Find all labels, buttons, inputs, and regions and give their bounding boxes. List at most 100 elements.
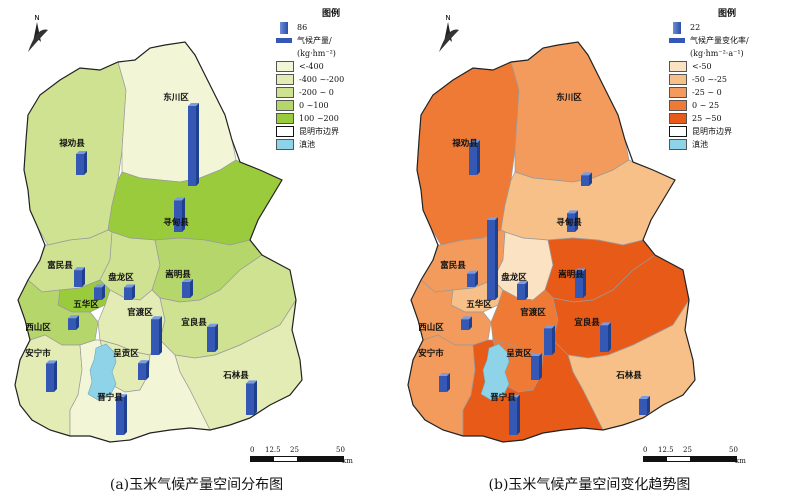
district-label: 晋宁县 xyxy=(97,392,123,403)
class-label: <-50 xyxy=(692,62,712,71)
district-label: 安宁市 xyxy=(418,348,444,359)
district-label: 寻甸县 xyxy=(163,217,189,228)
scale-tick: 12.5 xyxy=(658,446,674,454)
district-label: 西山区 xyxy=(25,322,51,333)
district-label: 禄劝县 xyxy=(58,138,85,149)
class-swatch xyxy=(669,61,687,72)
district-label: 富民县 xyxy=(47,260,73,271)
district-label: 安宁市 xyxy=(25,348,51,359)
lake-swatch xyxy=(276,139,294,150)
boundary-swatch xyxy=(276,126,294,137)
scale-tick: 25 xyxy=(290,446,299,454)
district-label: 东川区 xyxy=(163,92,189,103)
class-swatch xyxy=(276,74,294,85)
north-arrow-icon: N xyxy=(28,14,48,52)
class-swatch xyxy=(669,113,687,124)
legend-lake: 滇池 xyxy=(669,138,785,151)
lake-label: 滇池 xyxy=(299,140,315,149)
bar-寻甸县 xyxy=(174,197,185,232)
class-swatch xyxy=(276,100,294,111)
legend-bar-sample: 86 xyxy=(276,21,386,34)
bar-东川区 xyxy=(581,172,592,186)
legend-bar-value: 22 xyxy=(690,23,701,32)
legend-class-3: 0 ~ 25 xyxy=(669,99,785,112)
legend-bar-unit: (kg·hm⁻²) xyxy=(297,49,336,58)
legend-bar-label-row: 气候产量/ xyxy=(276,34,386,47)
north-label: N xyxy=(445,14,450,22)
district-label: 盘龙区 xyxy=(501,272,527,283)
boundary-label: 昆明市边界 xyxy=(692,127,732,136)
district-label: 呈贡区 xyxy=(113,349,139,359)
legend-bar-sample: 22 xyxy=(669,21,785,34)
class-label: -200 ~ 0 xyxy=(299,88,334,97)
bar-呈贡区 xyxy=(138,360,149,380)
legend-class-1: -50 ~-25 xyxy=(669,73,785,86)
city-boundary xyxy=(14,41,303,443)
bar-寻甸县 xyxy=(567,210,578,232)
class-swatch xyxy=(669,74,687,85)
district-label: 禄劝县 xyxy=(451,138,478,149)
legend-class-0: <-400 xyxy=(276,60,386,73)
legend-b: 图例 22 气候产量变化率/ (kg·hm⁻²·a⁻¹) <-50 -50 ~-… xyxy=(669,6,785,151)
legend-lake: 滇池 xyxy=(276,138,386,151)
north-arrow: N xyxy=(433,12,463,56)
scale-tick: 0 xyxy=(250,446,255,454)
class-swatch xyxy=(276,87,294,98)
legend-class-2: -200 ~ 0 xyxy=(276,86,386,99)
bar-swatch-icon xyxy=(669,38,685,43)
north-label: N xyxy=(34,14,39,22)
class-label: 100 ~200 xyxy=(299,114,339,123)
district-label: 呈贡区 xyxy=(506,349,532,359)
legend-a: 图例 86 气候产量/ (kg·hm⁻²) <-400 -400 ~-200 -… xyxy=(276,6,386,151)
class-label: 0 ~100 xyxy=(299,101,329,110)
class-label: <-400 xyxy=(299,62,324,71)
scale-tick: 0 xyxy=(643,446,648,454)
class-label: 0 ~ 25 xyxy=(692,101,720,110)
legend-bar-label: 气候产量变化率/ xyxy=(690,36,749,45)
class-label: -25 ~ 0 xyxy=(692,88,722,97)
bar-五华区 xyxy=(487,217,498,300)
class-swatch xyxy=(276,61,294,72)
lake-dianchi xyxy=(87,343,117,401)
legend-class-1: -400 ~-200 xyxy=(276,73,386,86)
region-东川区 xyxy=(117,41,237,183)
scale-tick: 50 xyxy=(729,446,738,454)
legend-bar-unit: (kg·hm⁻²·a⁻¹) xyxy=(690,49,744,58)
bar-宜良县 xyxy=(600,322,611,352)
bar-西山区 xyxy=(68,315,79,330)
class-label: 25 ~50 xyxy=(692,114,722,123)
legend-bar-value: 86 xyxy=(297,23,308,32)
bar-东川区 xyxy=(188,103,199,186)
legend-class-0: <-50 xyxy=(669,60,785,73)
class-swatch xyxy=(276,113,294,124)
legend-boundary: 昆明市边界 xyxy=(669,125,785,138)
district-label: 五华区 xyxy=(466,299,492,310)
bar-石林县 xyxy=(639,396,650,415)
district-label: 东川区 xyxy=(556,92,582,103)
district-label: 寻甸县 xyxy=(556,217,582,228)
bar-sample-icon xyxy=(280,21,288,34)
district-label: 五华区 xyxy=(73,299,99,310)
legend-boundary: 昆明市边界 xyxy=(276,125,386,138)
bar-呈贡区 xyxy=(531,353,542,380)
bar-安宁市 xyxy=(439,373,450,392)
legend-class-4: 100 ~200 xyxy=(276,112,386,125)
class-swatch xyxy=(669,100,687,111)
bar-西山区 xyxy=(461,316,472,330)
scale-unit: km xyxy=(735,457,746,465)
caption-a: (a)玉米气候产量空间分布图 xyxy=(109,477,284,493)
bar-官渡区 xyxy=(544,325,555,355)
legend-class-2: -25 ~ 0 xyxy=(669,86,785,99)
bar-禄劝县 xyxy=(469,140,480,175)
lake-dianchi xyxy=(480,343,510,401)
district-label: 宜良县 xyxy=(574,317,600,328)
scale-unit: km xyxy=(342,457,353,465)
bar-盘龙区 xyxy=(124,284,135,300)
bar-晋宁县 xyxy=(509,394,520,435)
scale-bar-b: 0 12.5 25 50 km xyxy=(643,446,753,465)
bar-安宁市 xyxy=(46,360,57,392)
lake-swatch xyxy=(669,139,687,150)
north-arrow-icon: N xyxy=(439,14,459,52)
district-label: 晋宁县 xyxy=(490,392,516,403)
